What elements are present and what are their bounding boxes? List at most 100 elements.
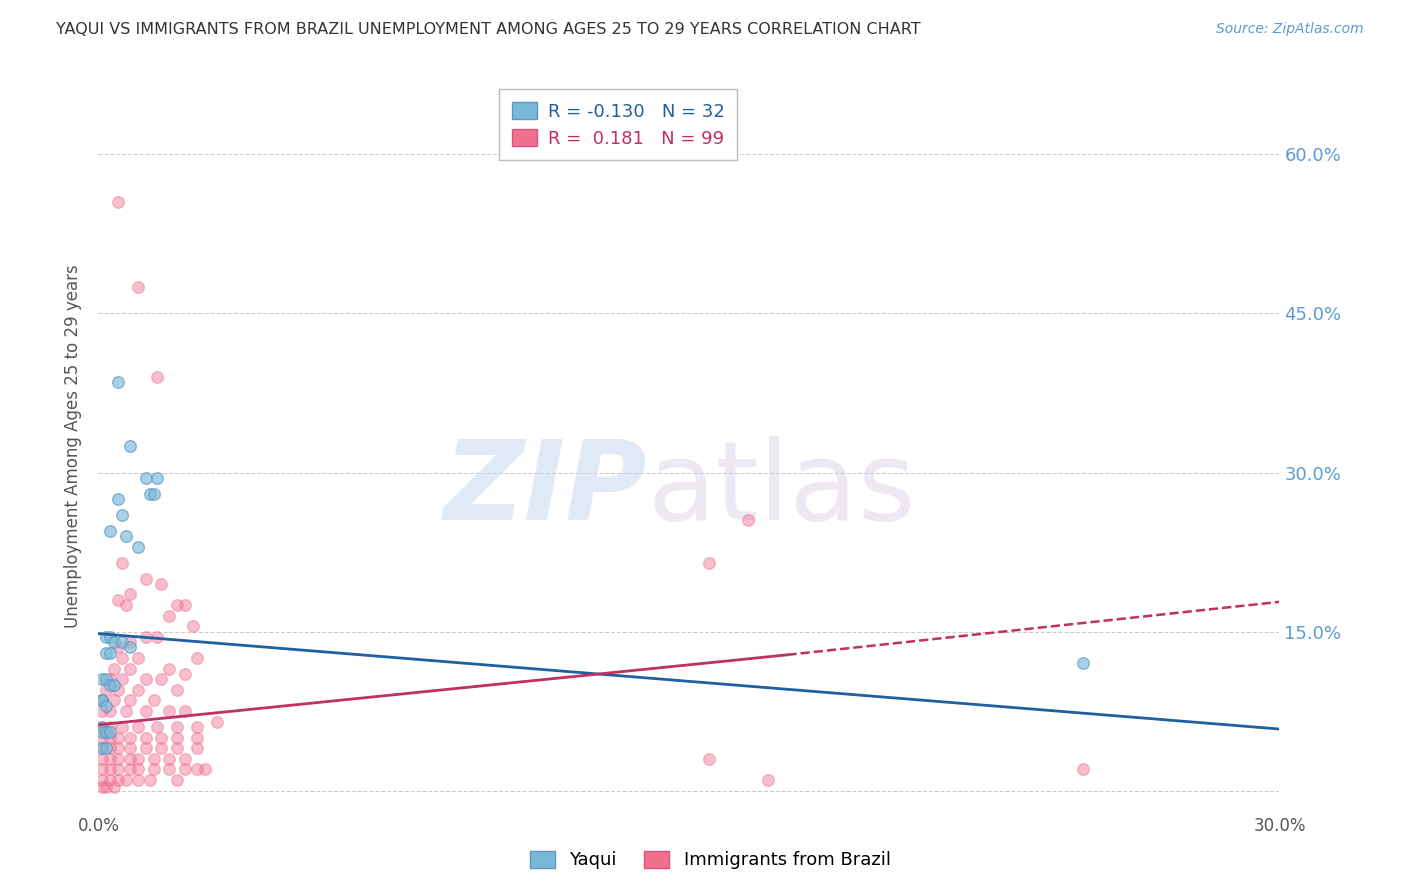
Point xyxy=(107,491,129,506)
Point xyxy=(98,720,121,734)
Point xyxy=(166,731,188,745)
Point xyxy=(115,704,138,718)
Point xyxy=(111,651,134,665)
Point xyxy=(111,556,134,570)
Point xyxy=(91,725,114,739)
Point xyxy=(150,731,173,745)
Point xyxy=(174,667,197,681)
Point xyxy=(107,752,129,766)
Point xyxy=(157,608,180,623)
Point xyxy=(118,439,141,453)
Point xyxy=(135,672,157,686)
Point xyxy=(103,662,125,676)
Point xyxy=(138,486,160,500)
Point xyxy=(1071,657,1094,671)
Point xyxy=(96,630,118,644)
Point xyxy=(174,598,197,612)
Legend: Yaqui, Immigrants from Brazil: Yaqui, Immigrants from Brazil xyxy=(520,842,900,879)
Point xyxy=(697,556,720,570)
Text: YAQUI VS IMMIGRANTS FROM BRAZIL UNEMPLOYMENT AMONG AGES 25 TO 29 YEARS CORRELATI: YAQUI VS IMMIGRANTS FROM BRAZIL UNEMPLOY… xyxy=(56,22,921,37)
Point xyxy=(111,672,134,686)
Point xyxy=(115,529,138,543)
Point xyxy=(157,662,180,676)
Point xyxy=(98,741,121,756)
Point xyxy=(150,576,173,591)
Point xyxy=(146,720,169,734)
Point xyxy=(98,762,121,776)
Point xyxy=(96,672,118,686)
Point xyxy=(146,471,169,485)
Point xyxy=(186,762,208,776)
Point xyxy=(737,513,759,527)
Point xyxy=(96,780,118,795)
Point xyxy=(107,376,129,390)
Point xyxy=(107,195,129,210)
Point xyxy=(111,720,134,734)
Point xyxy=(146,630,169,644)
Point xyxy=(166,682,188,697)
Point xyxy=(127,762,149,776)
Point xyxy=(174,762,197,776)
Point xyxy=(142,693,165,707)
Point xyxy=(194,762,217,776)
Point xyxy=(91,693,114,707)
Point xyxy=(150,741,173,756)
Point xyxy=(142,486,165,500)
Point xyxy=(118,762,141,776)
Point xyxy=(127,682,149,697)
Point xyxy=(697,752,720,766)
Point xyxy=(107,772,129,787)
Point xyxy=(157,704,180,718)
Point xyxy=(98,772,121,787)
Point xyxy=(115,772,138,787)
Point xyxy=(166,720,188,734)
Point xyxy=(135,471,157,485)
Text: atlas: atlas xyxy=(648,436,917,543)
Point xyxy=(118,752,141,766)
Point xyxy=(98,677,121,691)
Point xyxy=(111,508,134,522)
Point xyxy=(96,741,118,756)
Point xyxy=(118,731,141,745)
Point xyxy=(166,598,188,612)
Point xyxy=(98,704,121,718)
Point xyxy=(205,714,228,729)
Point xyxy=(166,772,188,787)
Point xyxy=(107,682,129,697)
Point xyxy=(127,772,149,787)
Point xyxy=(115,598,138,612)
Point xyxy=(98,752,121,766)
Point xyxy=(118,693,141,707)
Point xyxy=(91,741,114,756)
Legend: R = -0.130   N = 32, R =  0.181   N = 99: R = -0.130 N = 32, R = 0.181 N = 99 xyxy=(499,89,737,161)
Point xyxy=(135,731,157,745)
Point xyxy=(91,693,114,707)
Point xyxy=(96,646,118,660)
Text: ZIP: ZIP xyxy=(444,436,648,543)
Point xyxy=(91,752,114,766)
Point xyxy=(135,741,157,756)
Point xyxy=(118,741,141,756)
Point xyxy=(127,651,149,665)
Point xyxy=(186,720,208,734)
Point xyxy=(91,672,114,686)
Point xyxy=(107,741,129,756)
Point xyxy=(186,731,208,745)
Point xyxy=(127,280,149,294)
Point xyxy=(96,725,118,739)
Point xyxy=(174,704,197,718)
Point xyxy=(181,619,204,633)
Point xyxy=(91,772,114,787)
Point xyxy=(107,592,129,607)
Point xyxy=(127,720,149,734)
Point xyxy=(157,752,180,766)
Point xyxy=(186,741,208,756)
Point xyxy=(118,635,141,649)
Point xyxy=(107,640,129,655)
Point xyxy=(174,752,197,766)
Point xyxy=(142,762,165,776)
Point xyxy=(91,720,114,734)
Point xyxy=(103,677,125,691)
Point xyxy=(135,572,157,586)
Point xyxy=(1071,762,1094,776)
